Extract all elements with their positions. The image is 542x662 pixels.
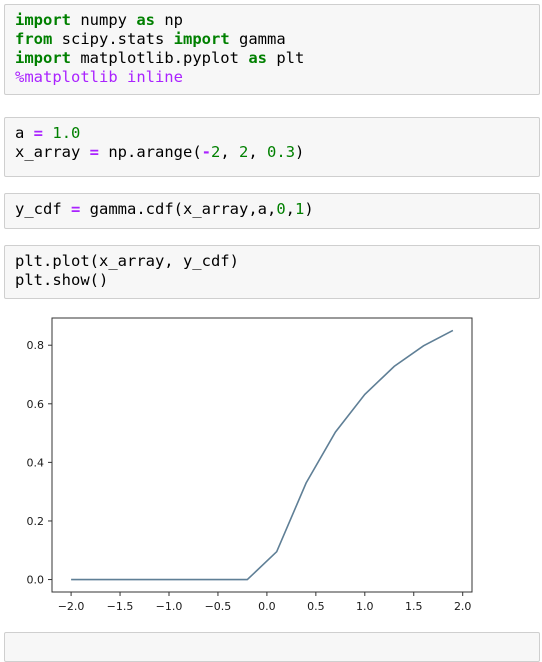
code-token: numpy xyxy=(71,11,137,29)
code-token: x_array xyxy=(15,143,90,161)
code-token: np.arange( xyxy=(99,143,202,161)
x-tick-label: −2.0 xyxy=(58,600,85,613)
cdf-series-line xyxy=(71,329,454,581)
y-tick-label: 0.4 xyxy=(27,456,45,469)
code-cell-cdf[interactable]: y_cdf = gamma.cdf(x_array,a,0,1) xyxy=(4,193,540,229)
code-token: 2 xyxy=(239,143,249,161)
code-line: y_cdf = gamma.cdf(x_array,a,0,1) xyxy=(15,200,539,219)
x-tick-label: 0.0 xyxy=(258,600,276,613)
empty-code-cell[interactable] xyxy=(4,632,540,662)
x-tick-label: −1.5 xyxy=(107,600,134,613)
code-token: import xyxy=(15,11,71,29)
code-line: from scipy.stats import gamma xyxy=(15,30,539,49)
x-tick-label: −1.0 xyxy=(156,600,183,613)
plot-axes-frame xyxy=(51,317,473,593)
code-token: , xyxy=(220,143,240,161)
code-token: 1 xyxy=(295,200,305,218)
code-token: plt xyxy=(266,49,305,67)
code-token: %matplotlib inline xyxy=(15,68,183,86)
code-token: np xyxy=(155,11,183,29)
code-token: a xyxy=(15,124,34,142)
code-token: import xyxy=(173,30,230,48)
x-tick-label: 1.5 xyxy=(405,600,423,613)
code-line: x_array = np.arange(-2, 2, 0.3) xyxy=(15,143,539,162)
code-token: 2 xyxy=(211,143,221,161)
code-token: = xyxy=(89,143,99,161)
x-tick-label: 1.0 xyxy=(356,600,374,613)
code-token xyxy=(43,124,52,142)
code-token: , xyxy=(248,143,268,161)
code-token: ) xyxy=(295,143,305,161)
code-token: 0 xyxy=(276,200,286,218)
code-token: , xyxy=(285,200,295,218)
code-line: plt.plot(x_array, y_cdf) xyxy=(15,252,539,271)
code-token: 1.0 xyxy=(52,124,81,142)
x-tick-label: 2.0 xyxy=(454,600,472,613)
code-token: gamma.cdf(x_array,a, xyxy=(80,200,277,218)
code-token: plt.plot(x_array, y_cdf) xyxy=(15,252,239,270)
code-cell-plot[interactable]: plt.plot(x_array, y_cdf) plt.show() xyxy=(4,245,540,299)
code-token: plt.show() xyxy=(15,271,109,289)
y-axis-ticks: 0.0 0.2 0.4 0.6 0.8 xyxy=(27,339,52,587)
code-token: as xyxy=(248,49,267,67)
code-token: import xyxy=(15,49,71,67)
code-token: = xyxy=(33,124,44,142)
code-token: - xyxy=(201,143,211,161)
x-tick-label: 0.5 xyxy=(307,600,325,613)
code-line: a = 1.0 xyxy=(15,124,539,143)
code-token: 0.3 xyxy=(267,143,296,161)
code-token: from xyxy=(15,30,53,48)
cdf-line-plot: −2.0 −1.5 −1.0 −0.5 0.0 0.5 1.0 1.5 2.0 0.00.20.… xyxy=(27,317,473,613)
code-token: scipy.stats xyxy=(52,30,174,48)
x-tick-label: −0.5 xyxy=(205,600,232,613)
y-tick-label: 0.8 xyxy=(27,339,45,352)
code-cell-imports[interactable]: import numpy as np from scipy.stats impor… xyxy=(4,4,540,95)
code-line: plt.show() xyxy=(15,271,539,290)
code-token: y_cdf xyxy=(15,200,71,218)
code-token: as xyxy=(136,11,155,29)
code-line: %matplotlib inline xyxy=(15,68,539,87)
y-tick-label: 0.6 xyxy=(27,398,45,411)
code-line: import numpy as np xyxy=(15,11,539,30)
code-token: = xyxy=(71,200,81,218)
code-token: matplotlib.pyplot xyxy=(71,49,249,67)
code-token: gamma xyxy=(229,30,286,48)
x-axis-ticks: −2.0 −1.5 −1.0 −0.5 0.0 0.5 1.0 1.5 2.0 xyxy=(58,592,472,613)
code-cell-setup[interactable]: a = 1.0 x_array = np.arange(-2, 2, 0.3) xyxy=(4,117,540,177)
code-line: import matplotlib.pyplot as plt xyxy=(15,49,539,68)
code-token: ) xyxy=(304,200,314,218)
y-tick-label: 0.2 xyxy=(27,515,45,528)
y-tick-label: 0.0 xyxy=(27,574,45,587)
